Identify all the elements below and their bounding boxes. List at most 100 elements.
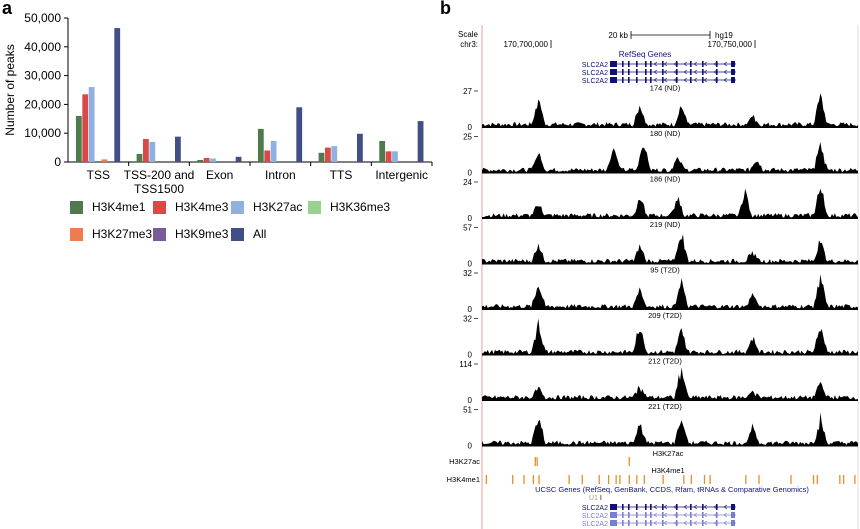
assembly-label: hg19 — [715, 31, 733, 40]
refseq-gene-2-exon — [645, 69, 647, 75]
refseq-title: RefSeq Genes — [619, 50, 671, 59]
bar-h3k27ac-2 — [210, 158, 216, 162]
ucsc-gene-3-exon — [690, 520, 692, 526]
ucsc-gene-2-strand-arrow — [723, 512, 728, 518]
bar-h3k27me3-0 — [101, 159, 108, 162]
refseq-gene-3-exon — [610, 77, 617, 83]
signal-track-2 — [482, 188, 858, 219]
y-tick-label: 10,000 — [24, 126, 61, 140]
refseq-gene-1-strand-arrow — [663, 61, 668, 67]
legend-label: H3K9me3 — [175, 227, 229, 241]
refseq-gene-1-exon — [702, 61, 704, 67]
ucsc-gene-3-strand-arrow — [713, 520, 718, 526]
refseq-gene-1-strand-arrow — [683, 61, 688, 67]
refseq-gene-1-strand-arrow — [673, 61, 678, 67]
legend-item-all: All — [231, 227, 266, 241]
ucsc-gene-3-exon — [628, 520, 630, 526]
x-tick-label: Intergenic — [375, 168, 428, 182]
bar-h3k27ac-1 — [149, 141, 156, 162]
track-title: 174 (ND) — [650, 84, 681, 93]
track-ymax-label: 24 — [463, 178, 472, 187]
ucsc-gene-3-strand-arrow — [693, 520, 698, 526]
refseq-gene-2-exon — [662, 69, 664, 75]
refseq-gene-2-label: SLC2A2 — [582, 70, 608, 77]
refseq-gene-3-strand-arrow — [683, 77, 688, 83]
track-ymin-label: 0 — [468, 396, 473, 405]
refseq-gene-1-exon — [731, 61, 735, 67]
legend-item-h3k4me3: H3K4me3 — [153, 200, 228, 214]
signal-track-5 — [482, 318, 858, 356]
ucsc-gene-1-strand-arrow — [703, 504, 708, 510]
ucsc-gene-3-strand-arrow — [683, 520, 688, 526]
legend-label: H3K4me3 — [175, 200, 229, 214]
refseq-gene-1-strand-arrow — [723, 61, 728, 67]
peak-mark-h3k4me1 — [690, 475, 692, 484]
bar-h3k4me1-0 — [75, 115, 82, 162]
bar-h3k4me1-2 — [197, 159, 204, 162]
bar-all-1 — [175, 136, 181, 162]
bar-h3k4me1-4 — [318, 152, 325, 162]
ucsc-gene-3-exon — [731, 520, 735, 526]
bar-h3k4me3-5 — [385, 151, 392, 162]
bar-all-4 — [357, 133, 363, 162]
y-tick-label: 40,000 — [24, 40, 61, 54]
u1-mark — [600, 495, 602, 500]
refseq-gene-3-exon — [645, 77, 647, 83]
legend-swatch — [231, 227, 244, 241]
legend-item-h3k27me3: H3K27me3 — [70, 227, 152, 241]
refseq-gene-1-exon — [645, 61, 647, 67]
peak-mark-h3k4me1 — [485, 475, 488, 484]
refseq-gene-2-exon — [702, 69, 704, 75]
refseq-gene-3-strand-arrow — [653, 77, 658, 83]
refseq-gene-3-exon — [636, 77, 638, 83]
peak-mark-h3k4me1 — [703, 475, 706, 484]
x-tick-label: Intron — [265, 168, 296, 182]
bar-h3k27ac-5 — [392, 151, 398, 162]
refseq-gene-1-exon — [690, 61, 692, 67]
ucsc-gene-3-strand-arrow — [723, 520, 728, 526]
peak-mark-h3k4me1 — [538, 475, 540, 484]
ucsc-gene-3-strand-arrow — [673, 520, 678, 526]
position-label: 170,750,000 — [708, 40, 753, 49]
peak-mark-h3k27ac — [534, 457, 536, 466]
refseq-gene-2-exon — [690, 69, 692, 75]
peak-mark-h3k4me1 — [619, 475, 621, 484]
track-ymin-label: 0 — [468, 351, 473, 360]
x-tick-label: TSS-200 and TSS1500 — [124, 168, 195, 196]
ucsc-gene-2-exon — [628, 512, 630, 518]
peak-mark-h3k4me1 — [812, 475, 815, 484]
refseq-gene-3-strand-arrow — [723, 77, 728, 83]
peak-mark-h3k4me1 — [709, 475, 711, 484]
ucsc-gene-2-exon — [636, 512, 638, 518]
ucsc-gene-1-exon — [662, 504, 664, 510]
bar-h3k4me3-4 — [325, 147, 331, 162]
legend-swatch — [153, 200, 166, 214]
ucsc-gene-2-exon — [645, 512, 647, 518]
peak-mark-h3k4me1 — [581, 475, 583, 484]
ucsc-gene-2-exon — [610, 512, 617, 518]
refseq-gene-3-exon — [662, 77, 664, 83]
peak-mark-h3k4me1 — [607, 475, 610, 484]
ucsc-gene-1-exon — [716, 504, 718, 510]
peak-mark-h3k4me1 — [643, 475, 645, 484]
refseq-gene-2-strand-arrow — [663, 69, 668, 75]
ucsc-gene-3-strand-arrow — [703, 520, 708, 526]
refseq-gene-2-strand-arrow — [703, 69, 708, 75]
peak-mark-h3k27ac — [628, 457, 630, 466]
peak-mark-h3k4me1 — [628, 475, 630, 484]
refseq-gene-2-exon — [731, 69, 735, 75]
x-tick-label: Exon — [206, 168, 233, 182]
ucsc-gene-1-exon — [645, 504, 647, 510]
ucsc-gene-1-exon — [676, 504, 678, 510]
refseq-gene-3-strand-arrow — [703, 77, 708, 83]
track-title: 212 (T2D) — [648, 357, 682, 366]
peak-mark-h3k4me1 — [683, 475, 685, 484]
bar-all-3 — [296, 107, 303, 162]
ucsc-gene-2-strand-arrow — [713, 512, 718, 518]
track-title: 180 (ND) — [650, 129, 681, 138]
ucsc-gene-3-exon — [622, 520, 624, 526]
ucsc-gene-1-exon — [702, 504, 704, 510]
ucsc-gene-1-exon — [650, 504, 652, 510]
ucsc-gene-3-exon — [610, 520, 617, 526]
refseq-gene-2-strand-arrow — [673, 69, 678, 75]
